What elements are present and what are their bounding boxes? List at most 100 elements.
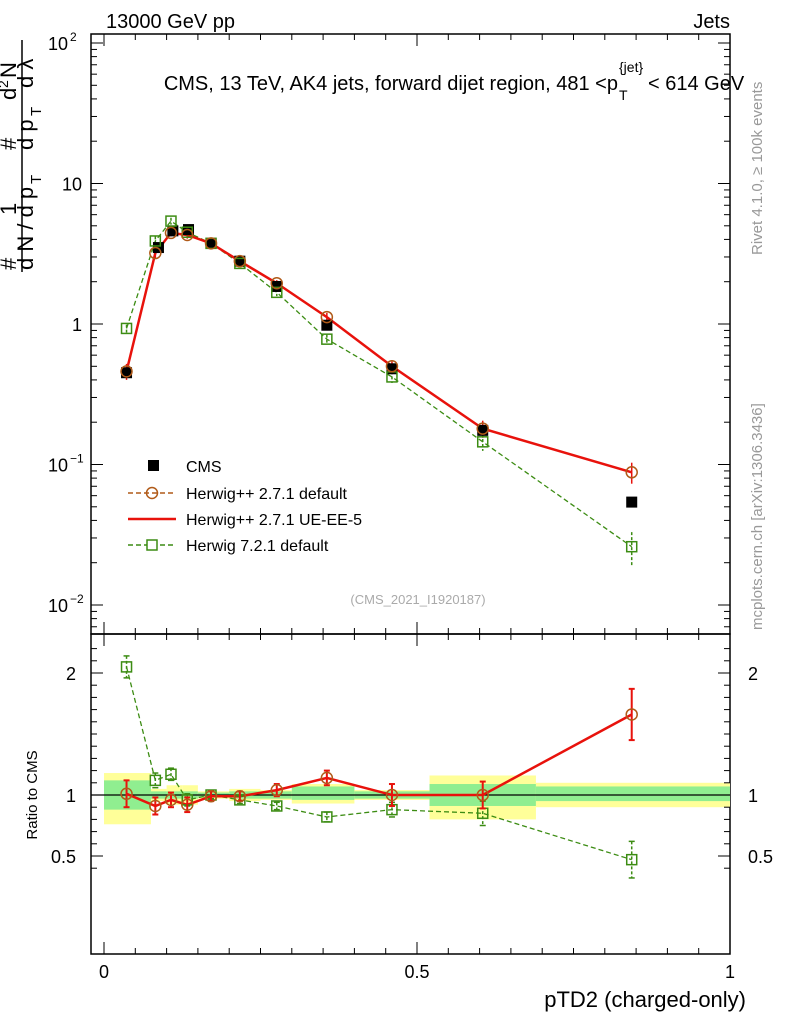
- ratio-y-tick-label-right-2: 2: [748, 664, 758, 684]
- plot-title-tail: < 614 GeV: [648, 73, 745, 95]
- analysis-watermark: (CMS_2021_I1920187): [350, 592, 485, 607]
- cms-point-7: [321, 319, 333, 331]
- main-y-tick-sup-1: −1: [70, 452, 84, 466]
- plot-title-sub: T: [619, 87, 628, 103]
- collision-label: 13000 GeV pp: [106, 11, 235, 33]
- svg-text:T: T: [28, 175, 45, 184]
- x-tick-label-2: 1: [725, 962, 735, 982]
- herwig-pp-default-point-4: [204, 237, 218, 250]
- legend-herwig-pp-default-marker: [145, 486, 159, 500]
- svg-text:d: d: [0, 88, 21, 100]
- ratio-band-inner-10: [535, 786, 730, 802]
- cms-point-0: [121, 367, 133, 379]
- herwig-pp-default-point-8: [385, 360, 399, 373]
- mcplots-label: mcplots.cern.ch [arXiv:1306.3436]: [749, 403, 766, 630]
- herwig-pp-default-point-3: [181, 228, 194, 242]
- herwig-pp-default-point-5: [233, 254, 247, 268]
- main-y-axis-label: d N / d p T d p T d λ # 1 # d 2 N: [0, 40, 45, 272]
- main-series-group: [120, 215, 638, 566]
- legend-cms-label: CMS: [186, 459, 222, 476]
- svg-text:N: N: [0, 62, 21, 78]
- ratio-herwig-pp-point-8: [385, 788, 399, 802]
- herwig7-point-6: [271, 286, 283, 299]
- main-y-tick-label-0: 10: [48, 596, 68, 616]
- legend-herwig-pp-ueee5-label: Herwig++ 2.7.1 UE-EE-5: [186, 512, 362, 529]
- legend-cms-marker: [148, 460, 159, 471]
- ratio-herwig-pp-point-4: [204, 789, 218, 803]
- svg-text:#: #: [0, 137, 21, 150]
- svg-text:d λ: d λ: [13, 59, 38, 88]
- ratio-y-ticks: 0.5 0.5 1 1 2 2: [51, 648, 773, 869]
- ratio-y-tick-label-2: 2: [66, 664, 76, 684]
- herwig7-point-2: [165, 215, 177, 227]
- rivet-label: Rivet 4.1.0, ≥ 100k events: [749, 82, 766, 255]
- svg-text:1: 1: [0, 203, 21, 215]
- main-y-tick-label-1: 10: [48, 456, 68, 476]
- herwig7-point-0: [120, 322, 133, 335]
- herwig-pp-default-point-6: [270, 277, 284, 290]
- svg-text:d N / d p: d N / d p: [13, 187, 38, 270]
- herwig-pp-default-line: [125, 232, 632, 473]
- cms-point-6: [271, 280, 283, 292]
- herwig7-point-9: [476, 436, 489, 448]
- legend-herwig7-label: Herwig 7.2.1 default: [186, 538, 329, 555]
- ratio-herwig7-point-1: [149, 774, 162, 787]
- ratio-y-axis-label: Ratio to CMS: [24, 750, 41, 839]
- herwig7-point-1: [149, 235, 162, 247]
- ratio-uncertainty-bands: [104, 773, 730, 825]
- x-tick-label-0: 0: [99, 962, 109, 982]
- svg-text:2: 2: [0, 80, 11, 88]
- herwig-pp-default-point-1: [149, 246, 162, 260]
- ratio-herwig-pp-point-7: [320, 771, 334, 785]
- main-y-tick-label-4: 10: [48, 34, 68, 54]
- category-label: Jets: [693, 11, 730, 33]
- main-x-ticks: [103, 34, 731, 634]
- ratio-herwig7-point-2: [165, 768, 177, 781]
- svg-text:d p: d p: [13, 119, 38, 150]
- main-y-tick-sup-0: −2: [70, 592, 84, 606]
- cms-point-8: [386, 363, 398, 375]
- svg-text:T: T: [28, 107, 45, 116]
- ratio-x-ticks: 0 0.5 1: [99, 634, 735, 982]
- cms-point-2: [167, 225, 179, 237]
- cms-point-5: [234, 255, 246, 267]
- ratio-y-tick-label-right-0: 0.5: [748, 847, 773, 867]
- ratio-herwig7-line: [125, 666, 632, 861]
- herwig-pp-default-point-10: [625, 466, 638, 479]
- herwig7-line: [125, 220, 633, 548]
- ratio-y-tick-label-0: 0.5: [51, 847, 76, 867]
- main-y-tick-sup-4: 2: [70, 30, 77, 44]
- ratio-y-tick-label-1: 1: [66, 786, 76, 806]
- legend-herwig-pp-default-label: Herwig++ 2.7.1 default: [186, 486, 348, 503]
- cms-point-1: [152, 242, 164, 254]
- ratio-herwig7-point-6: [271, 800, 283, 812]
- cms-point-10: [626, 496, 638, 508]
- herwig-pp-default-point-7: [320, 310, 334, 324]
- ratio-herwig-pp-point-9: [476, 788, 489, 802]
- herwig7-point-10: [625, 540, 638, 553]
- cms-point-9: [477, 424, 489, 436]
- herwig-pp-default-point-9: [476, 422, 489, 435]
- plot-title-sup: {jet}: [619, 59, 643, 75]
- legend: CMS Herwig++ 2.7.1 default Herwig++ 2.7.…: [128, 459, 362, 555]
- plot-title: CMS, 13 TeV, AK4 jets, forward dijet reg…: [164, 59, 745, 103]
- herwig-pp-default-point-2: [164, 226, 178, 240]
- ratio-series-group: [120, 655, 638, 879]
- ratio-herwig-pp-point-0: [120, 787, 133, 801]
- main-y-tick-label-3: 10: [62, 175, 82, 195]
- svg-text:#: #: [0, 257, 21, 270]
- legend-herwig7-marker: [146, 539, 158, 551]
- x-axis-label: pTD2 (charged-only): [544, 987, 746, 1012]
- main-y-tick-label-2: 1: [72, 315, 82, 335]
- ratio-herwig-pp-point-2: [164, 793, 178, 807]
- ratio-herwig-pp-point-5: [233, 789, 247, 803]
- ratio-herwig-pp-point-6: [270, 783, 284, 797]
- ratio-band-inner-7: [291, 786, 355, 800]
- herwig7-point-7: [321, 333, 333, 345]
- herwig-pp-default-point-0: [120, 365, 133, 378]
- ratio-herwig-pp-point-3: [181, 798, 194, 812]
- ratio-herwig-pp-point-1: [149, 799, 162, 813]
- x-tick-label-1: 0.5: [404, 962, 429, 982]
